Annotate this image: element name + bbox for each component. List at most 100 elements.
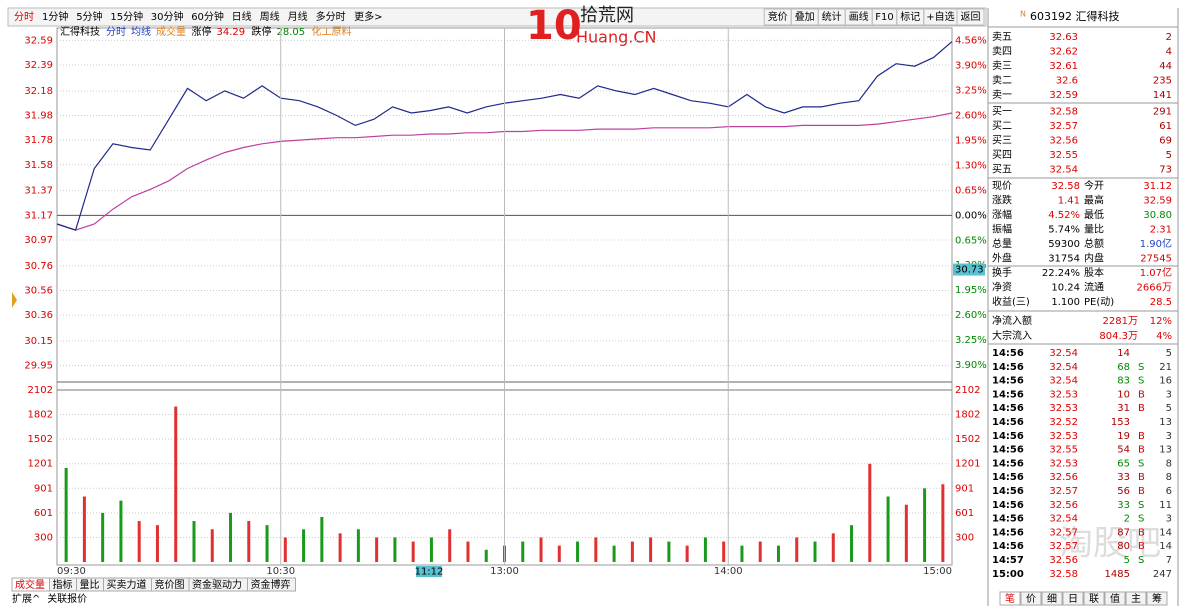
- y-tick-label: 30.56: [24, 286, 53, 297]
- time-label: 14:00: [714, 566, 743, 577]
- toolbar-tab[interactable]: 月线: [288, 10, 308, 23]
- toolbar-button[interactable]: 叠加: [795, 11, 815, 23]
- toolbar-button[interactable]: 竞价: [768, 10, 788, 23]
- toolbar-button[interactable]: 画线: [849, 10, 869, 23]
- trade-count: 14: [1159, 527, 1172, 538]
- bottom-tab[interactable]: 竞价图: [155, 578, 185, 591]
- quote-tab-frame: [999, 591, 1021, 606]
- trade-price: 32.53: [1049, 431, 1078, 442]
- quote-tab[interactable]: 主: [1131, 593, 1141, 605]
- y-tick-label: 1502: [28, 434, 53, 445]
- volume-bar: [338, 533, 342, 562]
- quote-tab[interactable]: 价: [1026, 593, 1036, 605]
- stat-value: 4.52%: [1048, 210, 1080, 221]
- logo-number: 10: [526, 3, 582, 49]
- flow-value: 2281万: [1103, 316, 1138, 327]
- trade-count: 6: [1166, 486, 1172, 497]
- toolbar-button[interactable]: 标记: [900, 11, 920, 23]
- flow-label: 净流入额: [992, 314, 1032, 327]
- toolbar-tab[interactable]: 多分时: [316, 10, 346, 23]
- trade-time: 14:56: [992, 527, 1024, 538]
- bottom-tab[interactable]: 资金驱动力: [192, 578, 242, 591]
- pct-tick-label: 2.60%: [955, 111, 987, 122]
- quote-tab[interactable]: 筹: [1152, 592, 1162, 605]
- stat-label: 涨幅: [992, 208, 1012, 221]
- trade-volume: 33: [1117, 472, 1130, 483]
- book-price: 32.56: [1049, 136, 1078, 147]
- bottom-tab[interactable]: 指标: [53, 578, 73, 591]
- bottom-tab[interactable]: 扩展^: [12, 592, 40, 605]
- toolbar-tab[interactable]: 1分钟: [42, 10, 68, 23]
- y-tick-label: 32.18: [24, 86, 53, 97]
- quote-tab[interactable]: 细: [1047, 592, 1057, 605]
- toolbar-tab[interactable]: 分时: [14, 11, 34, 23]
- trade-time: 14:56: [992, 445, 1024, 456]
- toolbar-tab[interactable]: 15分钟: [110, 10, 143, 23]
- volume-bar: [594, 537, 598, 562]
- book-volume: 235: [1153, 76, 1172, 87]
- toolbar-tab[interactable]: 30分钟: [151, 10, 184, 23]
- stat-value: 1.100: [1051, 297, 1080, 308]
- volume-bar: [101, 512, 105, 562]
- toolbar-tab[interactable]: 5分钟: [76, 10, 102, 23]
- book-price: 32.55: [1049, 150, 1078, 161]
- bottom-tab[interactable]: 量比: [80, 579, 100, 591]
- stat-label: 内盘: [1084, 252, 1104, 265]
- y2-tick-label: 1802: [955, 410, 980, 421]
- quote-tab[interactable]: 联: [1089, 593, 1099, 605]
- y2-tick-label: 1502: [955, 434, 980, 445]
- quote-tab[interactable]: 日: [1068, 594, 1078, 605]
- trade-time: 14:56: [992, 541, 1024, 552]
- volume-bar: [941, 484, 945, 562]
- stat-label: 股本: [1084, 266, 1104, 279]
- trade-side: B: [1138, 472, 1145, 483]
- volume-bar: [302, 529, 306, 562]
- toolbar-tab[interactable]: 更多>: [354, 10, 382, 23]
- trade-side: S: [1138, 514, 1144, 525]
- volume-bar: [703, 537, 707, 562]
- trade-volume: 65: [1117, 458, 1130, 469]
- toolbar-tab[interactable]: 60分钟: [191, 10, 224, 23]
- toolbar-button[interactable]: F10: [875, 12, 893, 23]
- trade-price: 32.57: [1049, 486, 1078, 497]
- trade-price: 32.58: [1049, 569, 1078, 580]
- time-cursor: 11:12: [415, 567, 444, 578]
- toolbar-button[interactable]: +自选: [926, 10, 954, 23]
- toolbar-button[interactable]: 返回: [961, 11, 981, 23]
- logo-domain: Huang.CN: [576, 28, 657, 47]
- pct-tick-label: 3.25%: [955, 335, 987, 346]
- y-tick-label: 901: [34, 483, 53, 494]
- trade-side: S: [1138, 362, 1144, 373]
- stat-value: 31.12: [1143, 181, 1172, 192]
- quote-tab[interactable]: 值: [1110, 592, 1120, 605]
- bottom-tab[interactable]: 成交量: [15, 578, 45, 591]
- quote-tab-frame: [1062, 591, 1084, 606]
- trade-count: 13: [1159, 445, 1172, 456]
- volume-bar: [64, 467, 68, 562]
- volume-bar: [776, 545, 780, 562]
- quote-tab-frame: [1020, 591, 1042, 606]
- trade-volume: 31: [1117, 403, 1130, 414]
- trade-price: 32.56: [1049, 500, 1078, 511]
- bottom-tab[interactable]: 买卖力道: [107, 578, 147, 591]
- toolbar-button-frame: [763, 8, 792, 26]
- bottom-tab[interactable]: 资金博弈: [251, 578, 291, 591]
- trade-price: 32.52: [1049, 417, 1078, 428]
- stat-label: 最低: [1084, 208, 1104, 221]
- bottom-tab[interactable]: 关联报价: [47, 592, 87, 605]
- y2-tick-label: 601: [955, 508, 974, 519]
- y2-tick-label: 901: [955, 483, 974, 494]
- stat-value: 31754: [1048, 254, 1080, 265]
- y2-tick-label: 2102: [955, 385, 980, 396]
- toolbar-tab[interactable]: 周线: [260, 10, 280, 23]
- volume-bar: [612, 545, 616, 562]
- volume-bar: [813, 541, 817, 562]
- toolbar-tab[interactable]: 日线: [232, 10, 252, 23]
- trade-count: 5: [1166, 348, 1172, 359]
- quote-tab[interactable]: 笔: [1005, 592, 1015, 605]
- toolbar-button[interactable]: 统计: [822, 10, 842, 23]
- trade-price: 32.53: [1049, 403, 1078, 414]
- stat-value: 1.90亿: [1140, 237, 1172, 250]
- trade-price: 32.53: [1049, 389, 1078, 400]
- y-tick-label: 32.59: [24, 35, 53, 46]
